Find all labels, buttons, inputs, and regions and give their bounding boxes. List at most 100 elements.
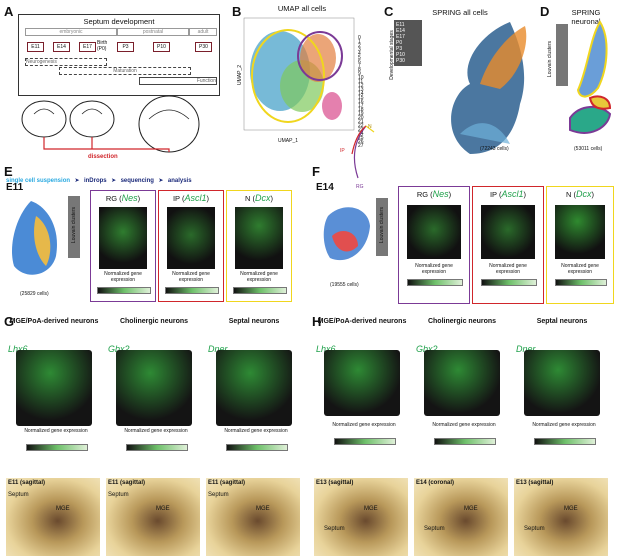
h-mge-ish-stage: E13 (sagittal) bbox=[316, 480, 354, 486]
h-cholinergic-bar-label: Normalized gene expression bbox=[432, 422, 496, 428]
g-septal-spring-plot bbox=[216, 350, 292, 426]
e14-ip-colorbar bbox=[481, 279, 537, 286]
e14-count: (19555 cells) bbox=[330, 282, 359, 288]
g-mge-ish-label-1: Septum bbox=[8, 492, 29, 498]
e11-louvain-plot bbox=[11, 201, 57, 275]
stage-legend-item: E17 bbox=[396, 34, 405, 40]
e11-rg-box: RG (Nes) Normalized gene expression bbox=[90, 190, 156, 302]
e11-n-bar-label: Normalized gene expression bbox=[240, 271, 278, 283]
dissection-label: dissection bbox=[88, 154, 118, 160]
stage-e11: E11 bbox=[27, 42, 44, 52]
h-mge-ish-label-2: Septum bbox=[324, 526, 345, 532]
spring-neuronal-title: SPRING neuronal bbox=[571, 8, 601, 26]
g-mge-ish-image bbox=[6, 478, 100, 556]
panel-label-a: A bbox=[4, 4, 14, 19]
umap-title: UMAP all cells bbox=[277, 4, 327, 13]
e14-rg-bar-label: Normalized gene expression bbox=[415, 263, 453, 275]
g-mge-gene: Lhx6 bbox=[8, 344, 28, 354]
g-septal-gene: Dner bbox=[208, 344, 228, 354]
e14-label: E14 bbox=[316, 182, 334, 193]
stage-legend-item: P3 bbox=[396, 46, 403, 52]
stage-e14: E14 bbox=[53, 42, 70, 52]
umap-legend-item: 15 bbox=[358, 95, 364, 101]
period-embryonic: embryonic bbox=[25, 28, 117, 36]
h-cholinergic-ish-image bbox=[414, 478, 508, 556]
h-septal-ish-label-1: MGE bbox=[564, 506, 578, 512]
g-septal-title: Septal neurons bbox=[228, 318, 280, 325]
g-mge-ish-label-2: MGE bbox=[56, 506, 70, 512]
g-mge-ish-stage: E11 (sagittal) bbox=[8, 480, 46, 486]
umap-legend-item: 10 bbox=[358, 75, 364, 81]
g-mge-bar-label: Normalized gene expression bbox=[24, 428, 88, 434]
g-septal-ish-image bbox=[206, 478, 300, 556]
umap-plot bbox=[243, 17, 355, 131]
inset-n: N bbox=[368, 124, 372, 130]
umap-legend-item: 3 bbox=[358, 47, 361, 53]
g-septal-colorbar bbox=[226, 444, 288, 451]
umap-legend-item: 25 bbox=[358, 135, 364, 141]
e11-ip-colorbar bbox=[165, 287, 219, 294]
e11-louvain-axis: Louvain clusters bbox=[71, 206, 77, 244]
e14-ip-title: IP (Ascl1) bbox=[489, 189, 527, 199]
pipeline-step-1: single cell suspension bbox=[6, 178, 71, 184]
g-cholinergic-bar-label: Normalized gene expression bbox=[124, 428, 188, 434]
umap-legend-item: 0 bbox=[358, 35, 361, 41]
e11-ip-bar-label: Normalized gene expression bbox=[172, 271, 210, 283]
h-mge-gene: Lhx6 bbox=[316, 344, 336, 354]
pipeline-step-2: inDrops bbox=[83, 178, 107, 184]
g-septal-ish-stage: E11 (sagittal) bbox=[208, 480, 246, 486]
stage-e17: E17 bbox=[79, 42, 96, 52]
stage-birth: Birth (P0) bbox=[97, 40, 108, 52]
spring-neuronal-plot bbox=[569, 20, 612, 134]
e11-n-colorbar bbox=[233, 287, 287, 294]
louvain-legend bbox=[556, 24, 568, 86]
umap-legend-item: 4 bbox=[358, 51, 361, 57]
umap-legend-item: 5 bbox=[358, 55, 361, 61]
arrow-icon: ➤ bbox=[158, 178, 164, 184]
spring-all-count: (72243 cells) bbox=[480, 146, 509, 152]
lineage-inset bbox=[351, 125, 375, 179]
e14-ip-plot bbox=[481, 205, 535, 259]
e14-n-bar-label: Normalized gene expression bbox=[561, 263, 599, 275]
e11-ip-box: IP (Ascl1) Normalized gene expression bbox=[158, 190, 224, 302]
umap-legend-item: 14 bbox=[358, 91, 364, 97]
phase-function: Function bbox=[139, 77, 217, 85]
h-cholinergic-ish-label-1: MGE bbox=[464, 506, 478, 512]
panel-label-f: F bbox=[312, 164, 320, 179]
stage-legend-item: P30 bbox=[396, 58, 405, 64]
stage-legend-item: P10 bbox=[396, 52, 405, 58]
h-mge-ish-label-1: MGE bbox=[364, 506, 378, 512]
h-septal-gene: Dner bbox=[516, 344, 536, 354]
umap-legend-item: 6 bbox=[358, 59, 361, 65]
arrow-icon: ➤ bbox=[111, 178, 117, 184]
panel-label-h: H bbox=[312, 314, 322, 329]
g-septal-bar-label: Normalized gene expression bbox=[224, 428, 288, 434]
spring-all-plot bbox=[451, 22, 527, 154]
stage-p30: P30 bbox=[195, 42, 212, 52]
h-mge-colorbar bbox=[334, 438, 396, 445]
umap-legend-item: 8 bbox=[358, 67, 361, 73]
e11-count: (25829 cells) bbox=[20, 291, 49, 297]
umap-legend-item: 7 bbox=[358, 63, 361, 69]
h-septal-ish-image bbox=[514, 478, 608, 556]
phase-maturation: Maturation bbox=[59, 67, 191, 75]
e11-rg-plot bbox=[99, 207, 147, 269]
h-septal-ish-label-2: Septum bbox=[524, 526, 545, 532]
h-cholinergic-ish-stage: E14 (coronal) bbox=[416, 480, 455, 486]
stage-p10: P10 bbox=[153, 42, 170, 52]
g-cholinergic-colorbar bbox=[126, 444, 188, 451]
panel-label-b: B bbox=[232, 4, 242, 19]
umap-legend-item: 26 bbox=[358, 139, 364, 145]
e14-n-colorbar bbox=[555, 279, 607, 286]
h-septal-colorbar bbox=[534, 438, 596, 445]
umap-legend-item: 2 bbox=[358, 43, 361, 49]
g-cholinergic-gene: Gbx2 bbox=[108, 344, 130, 354]
pipeline: single cell suspension ➤ inDrops ➤ seque… bbox=[6, 169, 221, 184]
e14-n-title: N (Dcx) bbox=[566, 189, 594, 199]
umap-legend-item: 11 bbox=[358, 79, 364, 85]
inset-rg: RG bbox=[356, 184, 364, 190]
g-cholinergic-spring-plot bbox=[116, 350, 192, 426]
e11-louvain-legend bbox=[68, 196, 80, 258]
umap-legend-item: 16 bbox=[358, 99, 364, 105]
pipeline-step-3: sequencing bbox=[120, 178, 154, 184]
